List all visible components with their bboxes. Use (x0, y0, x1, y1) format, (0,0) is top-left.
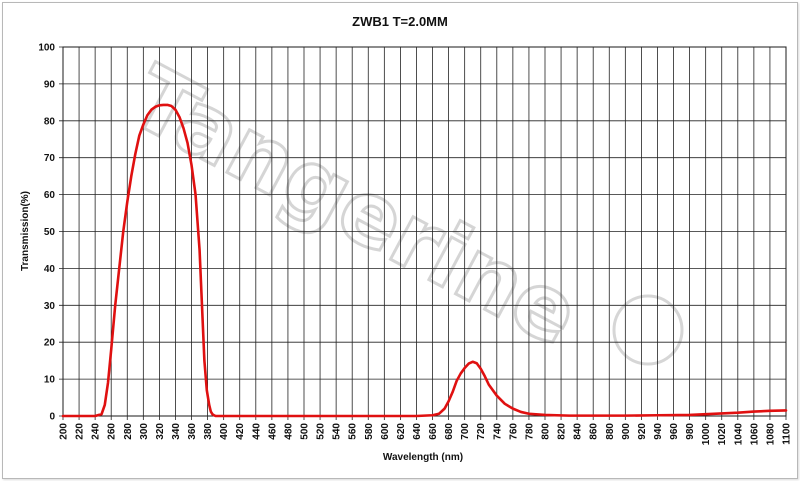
x-tick-label: 800 (541, 423, 552, 440)
y-tick-label: 60 (44, 190, 56, 201)
y-axis-label: Transmission(%) (20, 191, 31, 271)
watermark-circle (612, 294, 684, 366)
x-tick-label: 500 (300, 423, 311, 440)
y-tick-label: 90 (44, 79, 56, 90)
x-tick-label: 260 (107, 423, 118, 440)
y-tick-label: 80 (44, 116, 56, 127)
x-tick-label: 820 (557, 423, 568, 440)
x-tick-label: 460 (267, 423, 278, 440)
x-tick-label: 700 (460, 423, 471, 440)
x-axis-label: Wavelength (nm) (383, 452, 463, 463)
x-tick-label: 340 (171, 423, 182, 440)
x-tick-label: 660 (428, 423, 439, 440)
x-tick-label: 580 (364, 423, 375, 440)
watermark-text: Tangerine (115, 46, 595, 367)
x-tick-label: 680 (444, 423, 455, 440)
x-tick-label: 560 (348, 423, 359, 440)
y-tick-label: 10 (44, 375, 56, 386)
y-tick-label: 20 (44, 338, 56, 349)
x-tick-label: 1000 (701, 423, 712, 446)
x-tick-labels: 200 220 240 260 280 300 320 340 360 380 400 420 440 4… (59, 423, 793, 446)
series-layer (61, 103, 788, 418)
x-tick-label: 200 (59, 423, 70, 440)
x-tick-label: 900 (621, 423, 632, 440)
x-tick-label: 400 (219, 423, 230, 440)
x-tick-label: 420 (235, 423, 246, 440)
x-tick-label: 620 (396, 423, 407, 440)
y-tick-labels: 0 10 20 30 40 50 60 70 80 90 100 (38, 43, 55, 423)
x-tick-label: 740 (492, 423, 503, 440)
x-tick-label: 1080 (765, 423, 776, 446)
x-tick-label: 300 (139, 423, 150, 440)
y-tick-label: 50 (44, 227, 56, 238)
x-tick-label: 380 (203, 423, 214, 440)
x-tick-label: 520 (316, 423, 327, 440)
x-tick-label: 280 (123, 423, 134, 440)
x-tick-label: 760 (508, 423, 519, 440)
x-tick-label: 920 (637, 423, 648, 440)
y-tick-label: 0 (49, 412, 55, 423)
y-tick-label: 70 (44, 153, 56, 164)
x-tick-label: 320 (155, 423, 166, 440)
x-tick-label: 220 (75, 423, 86, 440)
x-tick-label: 980 (685, 423, 696, 440)
watermark: Tangerine (114, 44, 684, 368)
x-tick-label: 240 (91, 423, 102, 440)
x-tick-label: 1060 (749, 423, 760, 446)
y-tick-label: 100 (38, 43, 55, 54)
x-tick-label: 1100 (782, 423, 793, 445)
x-tick-label: 860 (589, 423, 600, 440)
x-tick-label: 480 (283, 423, 294, 440)
x-tick-label: 1020 (717, 423, 728, 446)
y-tick-label: 30 (44, 301, 56, 312)
x-tick-label: 780 (524, 423, 535, 440)
chart-title: ZWB1 T=2.0MM (352, 14, 448, 29)
y-tick-label: 40 (44, 264, 56, 275)
grid (59, 46, 787, 420)
x-tick-label: 640 (412, 423, 423, 440)
x-tick-label: 440 (251, 423, 262, 440)
x-tick-label: 960 (669, 423, 680, 440)
x-tick-label: 940 (653, 423, 664, 440)
transmission-series-line (61, 103, 788, 418)
x-tick-label: 360 (187, 423, 198, 440)
x-tick-label: 840 (573, 423, 584, 440)
x-tick-label: 880 (605, 423, 616, 440)
x-tick-label: 540 (332, 423, 343, 440)
x-tick-label: 600 (380, 423, 391, 440)
x-tick-label: 1040 (733, 423, 744, 446)
x-tick-label: 720 (476, 423, 487, 440)
